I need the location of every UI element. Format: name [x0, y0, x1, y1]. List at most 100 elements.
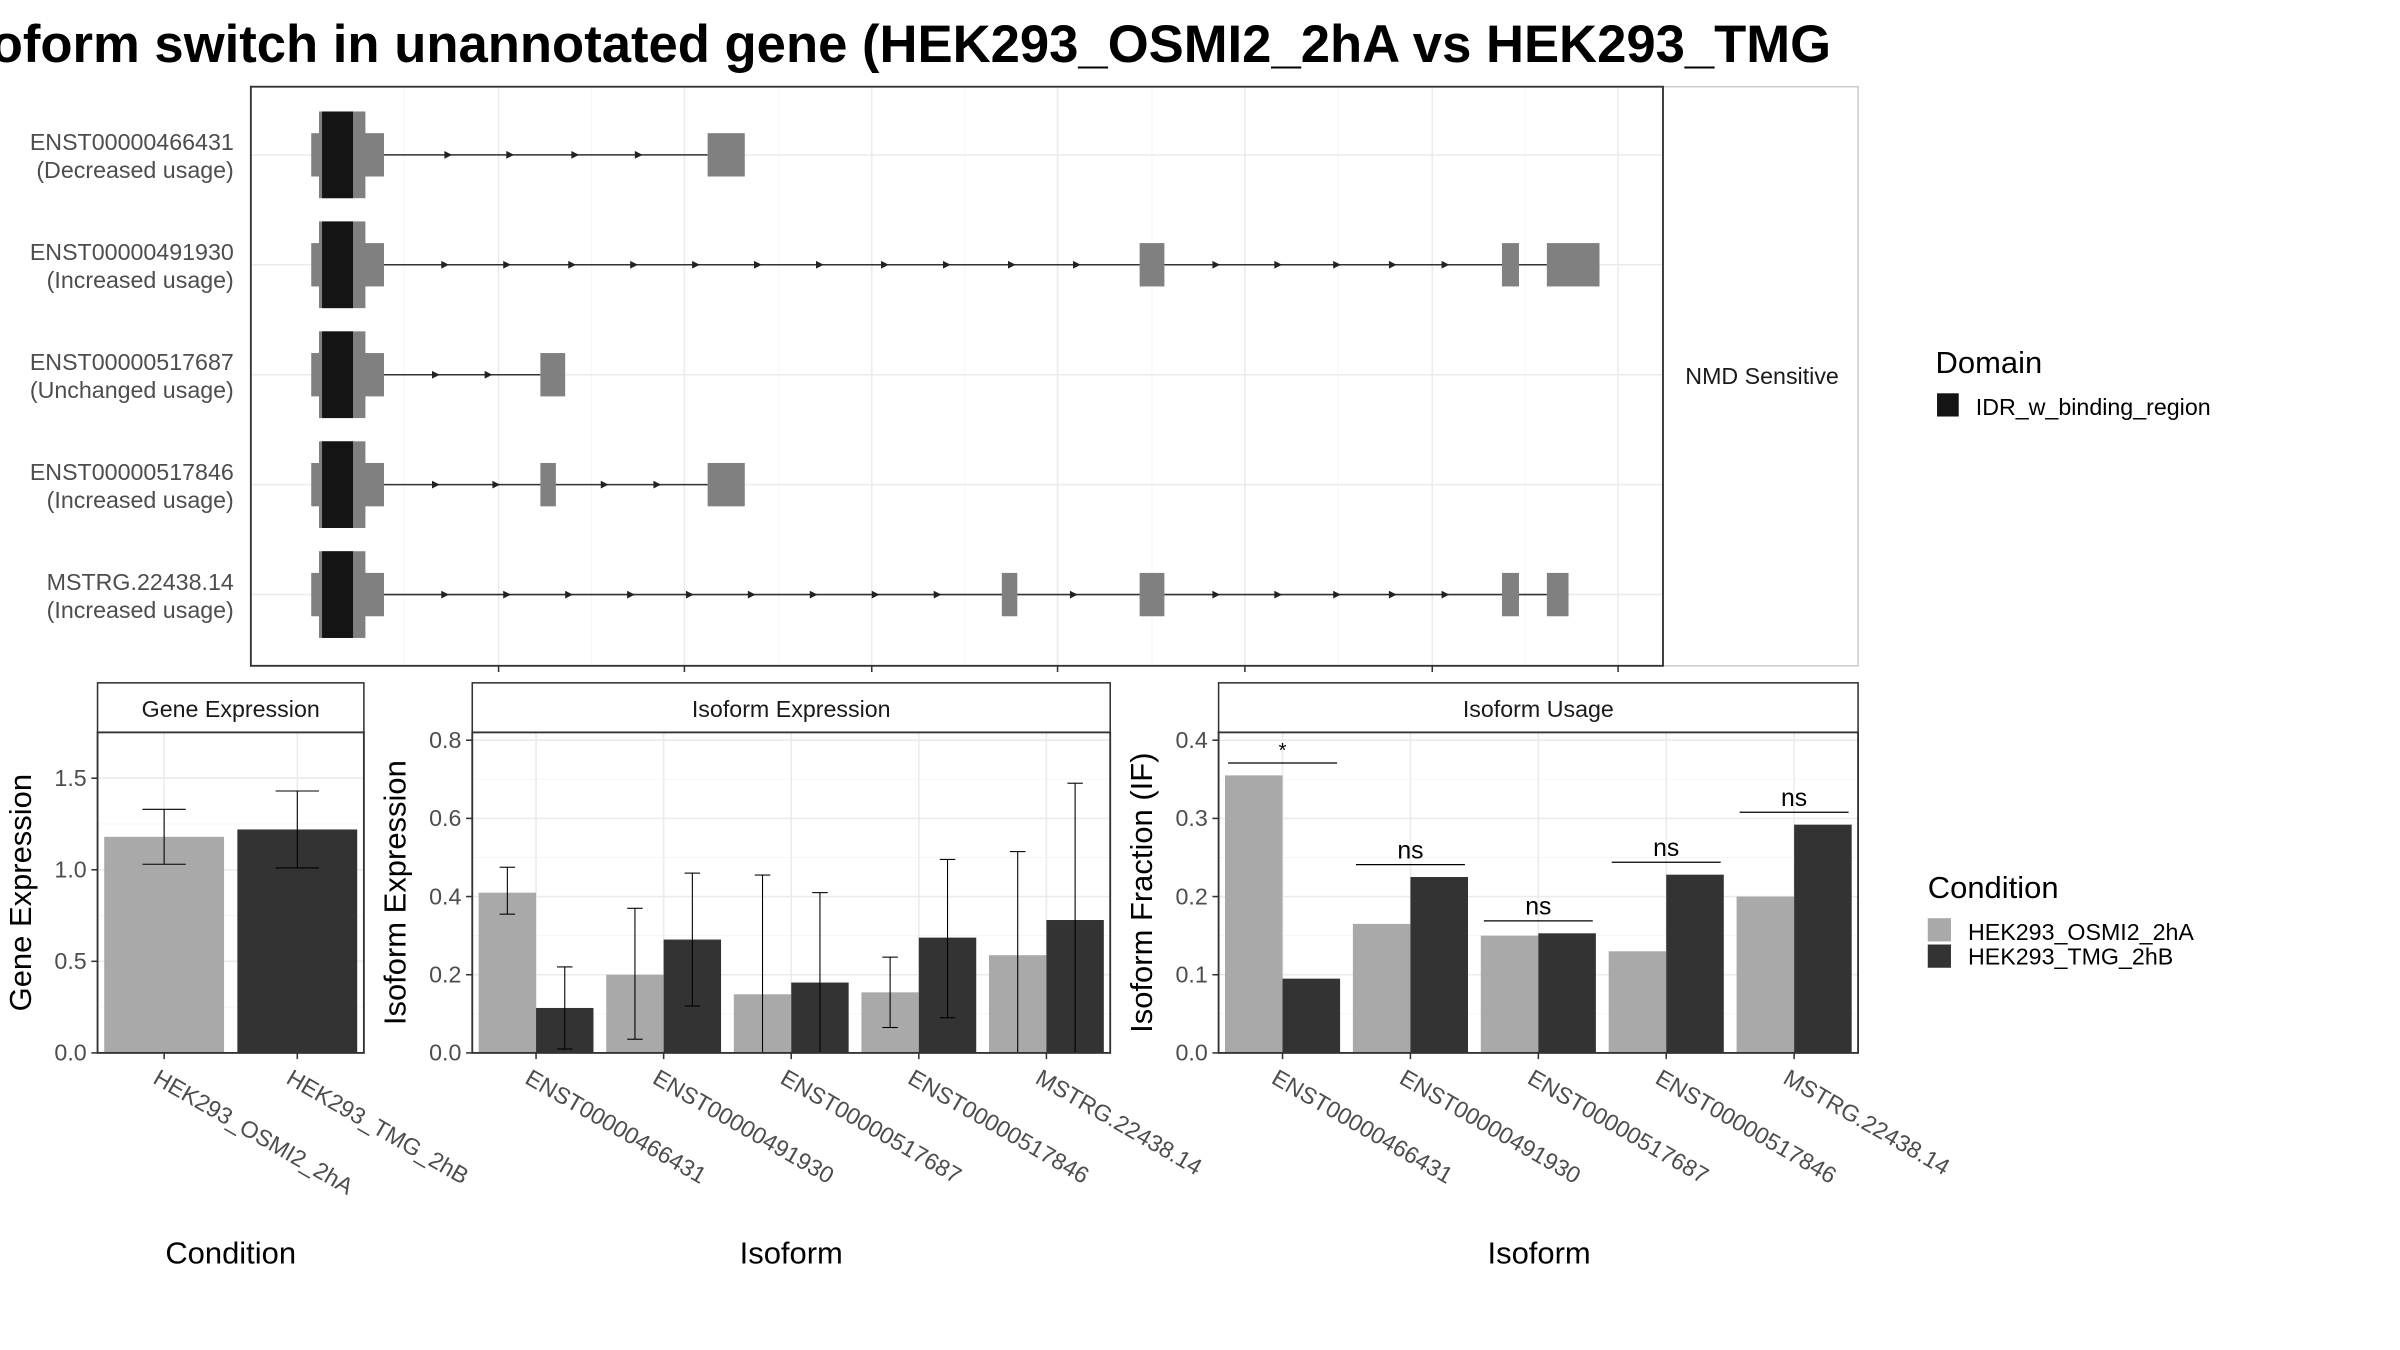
transcript-id-label: ENST00000517846	[30, 459, 234, 485]
x-axis-title: Condition	[165, 1235, 296, 1270]
exon	[707, 133, 745, 177]
chart-panel-1: Isoform Expression0.00.20.40.60.8ENST000…	[378, 682, 1207, 1270]
structure-panel-background	[250, 86, 1663, 666]
transcript-structure-panel: ENST00000466431(Decreased usage) ENST0000…	[30, 85, 1859, 673]
panel-title: Gene Expression	[142, 696, 320, 722]
bar-hek293-tmg-2hb	[1410, 877, 1468, 1053]
bar-hek293-tmg-2hb	[1282, 978, 1341, 1053]
bar-hek293-osmi2-2ha	[1224, 775, 1283, 1053]
y-tick-label: 0.0	[429, 1040, 461, 1066]
bar-hek293-tmg-2hb	[1794, 824, 1852, 1053]
intron-direction-arrow	[630, 260, 638, 269]
y-tick-label: 0.3	[1175, 805, 1207, 831]
y-axis-title: Isoform Expression	[378, 760, 413, 1025]
transcript-id-label: ENST00000466431	[30, 129, 234, 155]
exon	[1546, 243, 1600, 287]
domain-legend-title: Domain	[1936, 345, 2043, 380]
intron-direction-arrow	[571, 150, 580, 159]
intron-direction-arrow	[1388, 260, 1397, 269]
domain-legend: Domain IDR_w_binding_region	[1936, 345, 2211, 420]
y-tick-label: 0.2	[429, 961, 461, 987]
domain-legend-label: IDR_w_binding_region	[1976, 394, 2211, 420]
intron-direction-arrow	[1274, 260, 1283, 269]
condition-legend: Condition HEK293_OSMI2_2hA HEK293_TMG_2h…	[1927, 870, 2194, 970]
intron-direction-arrow	[634, 150, 643, 159]
intron-direction-arrow	[565, 590, 573, 599]
transcript-id-label: ENST00000491930	[30, 239, 234, 265]
bar-hek293-osmi2-2ha	[1352, 923, 1411, 1053]
y-tick-label: 0.4	[1175, 727, 1207, 753]
intron-direction-arrow	[1333, 260, 1341, 269]
intron-direction-arrow	[747, 590, 756, 599]
intron-direction-arrow	[432, 370, 440, 379]
intron-direction-arrow	[600, 480, 609, 489]
y-tick-label: 0.1	[1175, 961, 1207, 987]
condition-legend-key-a	[1927, 918, 1951, 942]
significance-label: ns	[1653, 835, 1679, 862]
intron-direction-arrow	[809, 590, 818, 599]
significance-label: ns	[1397, 837, 1423, 864]
intron-direction-arrow	[1212, 590, 1221, 599]
intron-direction-arrow	[692, 260, 700, 269]
intron-direction-arrow	[441, 590, 450, 599]
intron-direction-arrow	[1073, 260, 1081, 269]
exon	[540, 353, 566, 397]
bar-hek293-tmg-2hb	[1666, 874, 1724, 1053]
panel-border	[1217, 731, 1860, 1054]
exon	[1501, 243, 1519, 287]
intron-direction-arrow	[1441, 260, 1450, 269]
intron-direction-arrow	[685, 590, 694, 599]
facet-label-nmd: NMD Sensitive	[1685, 363, 1839, 389]
expression-charts: Gene Expression0.00.51.01.5HEK293_OSMI2_…	[3, 682, 1954, 1270]
panel-title: Isoform Usage	[1463, 696, 1614, 722]
intron-direction-arrow	[627, 590, 635, 599]
intron-direction-arrow	[754, 260, 762, 269]
bar-hek293-osmi2-2ha	[1608, 951, 1667, 1053]
intron-direction-arrow	[871, 590, 880, 599]
condition-legend-title: Condition	[1928, 870, 2059, 905]
intron-direction-arrow	[1333, 590, 1341, 599]
y-axis-title: Gene Expression	[3, 774, 38, 1011]
intron-direction-arrow	[1069, 590, 1078, 599]
panel-title: Isoform Expression	[692, 696, 891, 722]
exon	[707, 462, 745, 507]
intron-direction-arrow	[816, 260, 824, 269]
intron-direction-arrow	[503, 590, 511, 599]
exon	[1139, 243, 1165, 287]
domain-idr-w-binding-region	[322, 331, 354, 419]
intron-direction-arrow	[933, 590, 942, 599]
intron-direction-arrow	[506, 150, 515, 159]
transcript-usage-label: (Decreased usage)	[36, 157, 233, 183]
figure-title: oform switch in unannotated gene (HEK293…	[0, 15, 1831, 74]
intron-direction-arrow	[432, 480, 440, 489]
significance-label: *	[1279, 740, 1287, 762]
y-tick-label: 1.0	[54, 857, 86, 883]
intron-direction-arrow	[1212, 260, 1221, 269]
condition-legend-key-b	[1927, 944, 1951, 968]
bar-hek293-osmi2-2ha	[1736, 896, 1795, 1053]
intron-direction-arrow	[942, 260, 951, 269]
intron-direction-arrow	[568, 260, 577, 269]
x-axis-title: Isoform	[740, 1235, 843, 1270]
domain-idr-w-binding-region	[322, 111, 354, 199]
intron-direction-arrow	[1008, 260, 1016, 269]
domain-idr-w-binding-region	[322, 221, 354, 309]
condition-legend-label-b: HEK293_TMG_2hB	[1968, 944, 2173, 970]
structure-panel-border	[249, 85, 1664, 667]
y-axis-title: Isoform Fraction (IF)	[1124, 752, 1159, 1032]
transcript-usage-label: (Increased usage)	[47, 597, 234, 623]
transcript-id-label: MSTRG.22438.14	[47, 569, 234, 595]
transcript-id-label: ENST00000517687	[30, 349, 234, 375]
y-tick-label: 0.0	[54, 1040, 86, 1066]
chart-panel-2: Isoform Usage0.00.10.20.30.4ENST00000466…	[1124, 682, 1954, 1270]
significance-label: ns	[1781, 785, 1807, 812]
bar-hek293-osmi2-2ha	[1480, 935, 1539, 1053]
y-tick-label: 1.5	[54, 765, 86, 791]
significance-label: ns	[1525, 894, 1551, 921]
exon	[540, 462, 556, 507]
x-axis-title: Isoform	[1488, 1235, 1591, 1270]
intron-direction-arrow	[503, 260, 511, 269]
condition-legend-label-a: HEK293_OSMI2_2hA	[1968, 919, 2194, 945]
